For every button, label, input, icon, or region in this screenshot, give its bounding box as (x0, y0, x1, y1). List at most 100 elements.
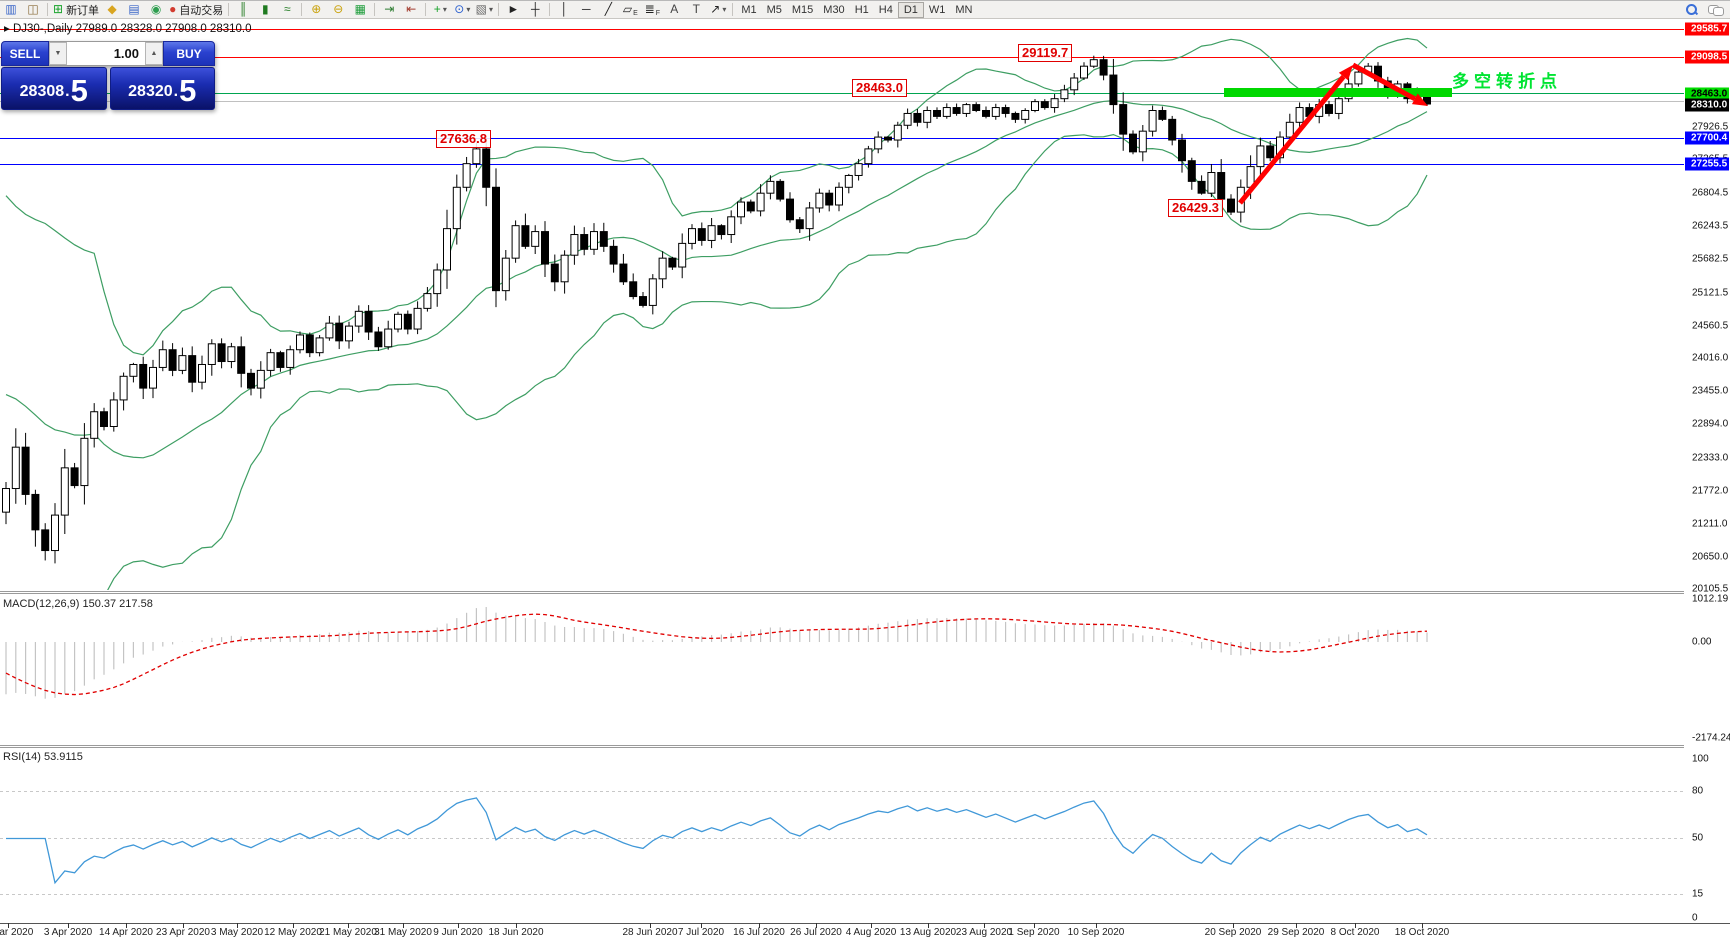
timeframe-h1-button[interactable]: H1 (854, 3, 869, 16)
arrows-button[interactable]: ↗ ▾ (707, 2, 729, 17)
autotrading-icon: ● (169, 2, 177, 16)
price-axis-label: 28463.0 (1685, 87, 1729, 101)
price-axis-label: 26804.5 (1692, 187, 1729, 199)
text-label-button[interactable]: T (685, 2, 707, 17)
zoom-out-icon: ⊖ (333, 2, 344, 16)
price-axis-label: 80 (1692, 785, 1704, 797)
volume-decrease-button[interactable]: ▼ (49, 42, 67, 65)
market-watch-button[interactable]: ▤ (123, 2, 145, 17)
price-axis-label: 28310.0 (1685, 98, 1729, 112)
timeframe-m1-button[interactable]: M1 (741, 3, 757, 16)
price-axis-label: 1012.19 (1692, 593, 1729, 605)
autotrading-button[interactable]: ● 自动交易 (167, 2, 225, 17)
sell-price-display[interactable]: 28308. 5 (1, 67, 107, 110)
chart-shift-button[interactable]: ⇤ (400, 2, 422, 17)
fibonacci-icon-sub: F (655, 10, 660, 17)
annotation-cn-text[interactable]: 多空转折点 (1452, 72, 1562, 91)
date-axis-label: 9 Jun 2020 (433, 927, 483, 938)
price-axis-label: 26243.5 (1692, 220, 1729, 232)
annotation-price-tag[interactable]: 29119.7 (1018, 44, 1073, 62)
line-chart-button[interactable]: ≈ (276, 2, 298, 17)
price-axis-label: 21772.0 (1692, 485, 1729, 497)
new-order-label: 新订单 (66, 4, 100, 17)
date-axis-label: 18 Oct 2020 (1394, 927, 1450, 938)
macd-label: MACD(12,26,9) 150.37 217.58 (3, 598, 153, 610)
date-axis-label: 3 May 2020 (210, 927, 264, 938)
volume-value[interactable]: 1.00 (113, 46, 139, 61)
date-axis-label: 20 Sep 2020 (1204, 927, 1262, 938)
price-axis-label: 25121.5 (1692, 287, 1729, 299)
price-axis-label: 24016.0 (1692, 352, 1729, 364)
volume-stepper: ▼ 1.00 ▲ (49, 41, 163, 66)
trendline-button[interactable]: ╱ (597, 2, 619, 17)
volume-increase-button[interactable]: ▲ (145, 42, 163, 65)
arrows-dropdown[interactable]: ▾ (722, 5, 727, 14)
price-axis-label: 29098.5 (1685, 50, 1729, 64)
timeframe-mn-button[interactable]: MN (955, 3, 973, 16)
sell-button[interactable]: SELL (1, 41, 49, 66)
new-chart-window-button[interactable]: ▥ (0, 2, 22, 17)
horizontal-line-button[interactable]: ─ (575, 2, 597, 17)
cursor-button[interactable]: ► (502, 2, 524, 17)
indicators-dropdown[interactable]: ▾ (442, 5, 447, 14)
timeframe-m30-button[interactable]: M30 (823, 3, 845, 16)
annotation-price-tag[interactable]: 27636.8 (436, 130, 491, 148)
date-axis-label: 18 Jun 2020 (488, 927, 544, 938)
chart-title: ▸ DJ30-,Daily 27989.0 28328.0 27908.0 28… (4, 23, 252, 35)
crosshair-button[interactable]: ┼ (524, 2, 546, 17)
timeframe-w1-button[interactable]: W1 (928, 3, 946, 16)
arrows-icon: ↗ (710, 2, 721, 16)
sep-8 (732, 3, 734, 16)
auto-scroll-button[interactable]: ⇥ (378, 2, 400, 17)
new-order-button[interactable]: ⊞ 新订单 (51, 2, 101, 17)
tile-windows-button[interactable]: ▦ (349, 2, 371, 17)
profiles-button[interactable]: ◫ (22, 2, 44, 17)
date-axis-label: 26 Jul 2020 (790, 927, 842, 938)
alerts-button[interactable]: ◉ (145, 2, 167, 17)
text-icon: A (670, 2, 679, 16)
annotation-price-tag[interactable]: 26429.3 (1168, 199, 1223, 217)
price-axis-label: 22333.0 (1692, 452, 1729, 464)
toolbar: ▥ ◫ ⊞ 新订单 ◆ ▤ ◉ ● 自动交易 ║ ▮ ≈ ⊕ ⊖ ▦ ⇥ ⇤ + ▾ ⊙ ▾ ▧ ▾ ► ┼ │ ─ ╱ ▱ E ≣ F A T ↗… (0, 1, 1730, 19)
periods-icon: ⊙ (454, 2, 465, 16)
templates-dropdown[interactable]: ▾ (488, 5, 493, 14)
periods-dropdown[interactable]: ▾ (466, 5, 471, 14)
annotation-price-tag[interactable]: 28463.0 (852, 79, 907, 97)
vertical-line-button[interactable]: │ (553, 2, 575, 17)
price-axis-label: -2174.24 (1692, 732, 1730, 744)
timeframe-d1-button[interactable]: D1 (897, 1, 924, 18)
timeframe-m15-button[interactable]: M15 (791, 3, 814, 16)
buy-button[interactable]: BUY (163, 41, 215, 66)
timeframe-m5-button[interactable]: M5 (766, 3, 782, 16)
timeframe-h4-button[interactable]: H4 (878, 3, 893, 16)
equidistant-channel-button[interactable]: ▱ E (619, 2, 641, 17)
price-axis-label: 24560.5 (1692, 320, 1729, 332)
price-axis-label: 25682.5 (1692, 253, 1729, 265)
buy-price-display[interactable]: 28320. 5 (109, 67, 215, 110)
search-icon[interactable] (1686, 3, 1698, 16)
indicators-button[interactable]: + ▾ (429, 2, 451, 17)
profiles-icon: ◫ (27, 2, 39, 16)
text-button[interactable]: A (663, 2, 685, 17)
price-axis-label: 27255.5 (1685, 157, 1729, 171)
zoom-out-button[interactable]: ⊖ (327, 2, 349, 17)
candlestick-chart-button[interactable]: ▮ (254, 2, 276, 17)
tile-windows-icon: ▦ (354, 2, 366, 16)
history-center-button[interactable]: ◆ (101, 2, 123, 17)
bar-chart-icon: ║ (239, 2, 248, 16)
horizontal-line-icon: ─ (582, 2, 591, 16)
indicators-icon: + (433, 2, 441, 16)
price-axis-label: 29585.7 (1685, 22, 1729, 36)
sep-4 (374, 3, 376, 16)
date-axis-label: 5 Mar 2020 (0, 927, 34, 938)
templates-button[interactable]: ▧ ▾ (473, 2, 495, 17)
fibonacci-button[interactable]: ≣ F (641, 2, 663, 17)
vertical-line-icon: │ (560, 2, 569, 16)
sep-7 (549, 3, 551, 16)
chart-shift-icon: ⇤ (406, 2, 417, 16)
bar-chart-button[interactable]: ║ (232, 2, 254, 17)
zoom-in-button[interactable]: ⊕ (305, 2, 327, 17)
periods-button[interactable]: ⊙ ▾ (451, 2, 473, 17)
community-chat-icon[interactable] (1708, 4, 1724, 16)
